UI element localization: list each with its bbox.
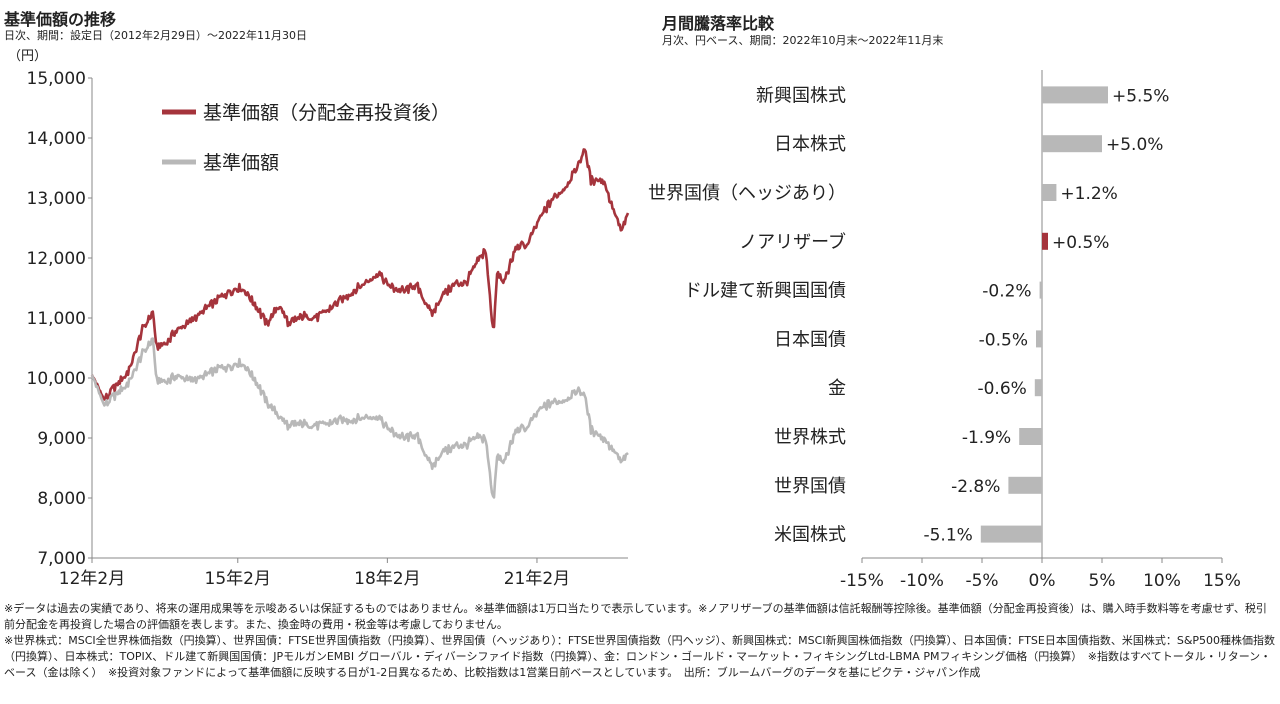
y-tick-label: 15,000 (27, 69, 86, 89)
x-tick-label: 15年2月 (205, 569, 271, 589)
category-label: 世界株式 (774, 427, 846, 448)
data-label: -0.2% (982, 282, 1031, 302)
y-tick-label: 11,000 (27, 309, 86, 329)
monthly-return-bar-chart: -15% -10% -5% 0% 5% 10% 15% 新興国株式日本株式世界国債（ヘッジあり… (648, 70, 1241, 591)
category-label: 金 (828, 378, 846, 399)
data-label: -0.5% (979, 330, 1028, 350)
category-label: 世界国債 (774, 476, 846, 497)
series-line-nav-reinvested (90, 148, 630, 401)
category-label: ノアリザーブ (739, 231, 846, 253)
data-label: +1.2% (1060, 184, 1117, 204)
category-label: 米国株式 (774, 525, 846, 546)
x-tick-label: -10% (900, 571, 944, 591)
category-label: ドル建て新興国国債 (684, 281, 846, 302)
y-tick-label: 9,000 (37, 429, 86, 449)
category-label: 日本国債 (774, 329, 846, 350)
footnote-disclaimer: ※データは過去の実績であり、将来の運用成果等を示唆あるいは保証するものではありま… (4, 602, 1267, 631)
series-line-nav (90, 337, 629, 499)
bar (980, 525, 1042, 543)
y-tick-label: 14,000 (27, 129, 86, 149)
footnote-index-definitions: ※世界株式：MSCI全世界株価指数（円換算）、世界国債：FTSE世界国債指数（円… (4, 634, 1276, 679)
data-label: +0.5% (1052, 233, 1109, 253)
bar (1042, 135, 1102, 153)
x-tick-label: 5% (1089, 571, 1116, 591)
x-tick-label: 12年2月 (59, 569, 125, 589)
x-tick-label: 0% (1029, 571, 1056, 591)
bar (1042, 184, 1057, 201)
y-tick-label: 10,000 (27, 369, 86, 389)
bar-chart-subtitle: 月次、円ベース、期間：2022年10月末～2022年11月末 (662, 34, 944, 47)
bar (1042, 86, 1108, 104)
bar (1034, 379, 1042, 397)
x-tick-label: 10% (1143, 571, 1181, 591)
x-tick-label: 21年2月 (504, 569, 570, 589)
data-label: -2.8% (951, 477, 1000, 497)
y-tick-label: 12,000 (27, 249, 86, 269)
x-tick-label: -5% (965, 571, 998, 591)
category-label: 日本株式 (774, 134, 846, 155)
bar (1019, 428, 1042, 445)
nav-line-chart: （円） 7,000 8,000 9,000 10,000 11,000 12,000 13,… (8, 49, 630, 589)
y-tick-label: 13,000 (27, 189, 86, 209)
data-label: -1.9% (962, 428, 1011, 448)
data-label: +5.0% (1106, 135, 1163, 155)
bar (1042, 232, 1048, 250)
data-label: -0.6% (977, 379, 1026, 399)
y-axis-unit-label: （円） (8, 49, 47, 64)
line-chart-subtitle: 日次、期間：設定日（2012年2月29日）～2022年11月30日 (4, 29, 307, 42)
y-tick-label: 8,000 (37, 489, 86, 509)
bar (1036, 330, 1042, 348)
bar (1008, 476, 1042, 494)
data-label: +5.5% (1112, 86, 1169, 106)
legend-label: 基準価額 (203, 152, 279, 174)
category-label: 新興国株式 (756, 85, 846, 106)
x-tick-label: 18年2月 (354, 569, 420, 589)
footnotes: ※データは過去の実績であり、将来の運用成果等を示唆あるいは保証するものではありま… (4, 601, 1276, 681)
legend-label: 基準価額（分配金再投資後） (203, 102, 450, 124)
x-tick-label: 15% (1203, 571, 1241, 591)
x-tick-label: -15% (840, 571, 884, 591)
category-label: 世界国債（ヘッジあり） (648, 183, 846, 204)
line-chart-title: 基準価額の推移 (4, 10, 117, 29)
data-label: -5.1% (923, 526, 972, 546)
bar-chart-title: 月間騰落率比較 (662, 14, 775, 33)
bar (1039, 281, 1042, 299)
y-tick-label: 7,000 (37, 549, 86, 569)
